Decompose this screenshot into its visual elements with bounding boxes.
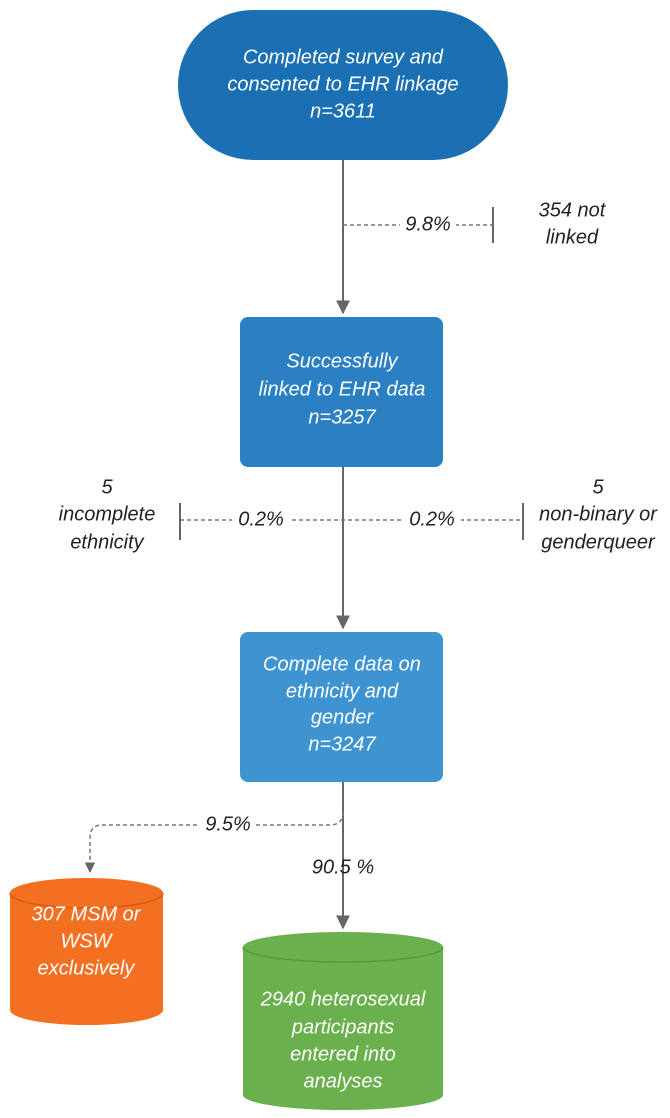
split-line: [84, 811, 344, 874]
node-text: participants: [291, 1016, 394, 1038]
node-text: WSW: [60, 930, 113, 952]
process-node: [240, 632, 443, 782]
label-bg: [403, 508, 461, 532]
label-bg: [232, 508, 290, 532]
percent-label: 0.2%: [238, 508, 284, 530]
exclusion-text: ethnicity: [70, 531, 144, 553]
node-text: n=3611: [310, 100, 376, 122]
node-text: entered into: [290, 1043, 396, 1065]
cylinder-rim: [9, 892, 164, 909]
excluded-cylinder: [10, 878, 163, 1025]
label-bg: [400, 213, 456, 237]
exclusion-text: linked: [546, 226, 599, 248]
node-text: linked to EHR data: [259, 378, 426, 400]
start-node: [178, 10, 508, 160]
node-text: Complete data on: [263, 653, 421, 675]
percent-label: 0.2%: [409, 508, 455, 530]
node-text: 307 MSM or: [32, 903, 142, 925]
exclusion-text: 5: [101, 476, 113, 498]
node-text: gender: [311, 706, 375, 728]
node-text: Completed survey and: [243, 46, 444, 68]
node-text: ethnicity and: [286, 680, 399, 702]
process-node: [240, 317, 443, 467]
node-text: n=3247: [308, 733, 376, 755]
node-text: 2940 heterosexual: [260, 988, 426, 1010]
percent-label: 9.5%: [205, 813, 251, 835]
node-text: Successfully: [286, 350, 398, 372]
percent-label: 90.5 %: [312, 856, 374, 878]
cylinder-rim: [242, 946, 444, 963]
exclusion-text: incomplete: [59, 503, 156, 525]
node-text: analyses: [304, 1070, 383, 1092]
node-text: n=3257: [308, 406, 376, 428]
label-bg: [200, 813, 256, 837]
exclusion-text: 354 not: [539, 199, 607, 221]
final-cylinder: [243, 932, 443, 1110]
percent-label: 9.8%: [405, 213, 451, 235]
exclusion-text: non-binary or: [539, 503, 658, 525]
node-text: exclusively: [38, 957, 136, 979]
exclusion-text: 5: [592, 476, 604, 498]
exclusion-text: genderqueer: [541, 531, 656, 553]
node-text: consented to EHR linkage: [227, 73, 458, 95]
